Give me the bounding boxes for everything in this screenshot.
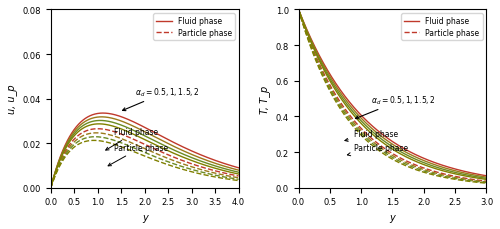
Legend: Fluid phase, Particle phase: Fluid phase, Particle phase bbox=[153, 14, 235, 41]
Text: Particle phase: Particle phase bbox=[348, 144, 408, 156]
Legend: Fluid phase, Particle phase: Fluid phase, Particle phase bbox=[401, 14, 482, 41]
Text: $\alpha_d = 0.5, 1, 1.5, 2$: $\alpha_d = 0.5, 1, 1.5, 2$ bbox=[356, 94, 436, 119]
Text: $\alpha_d = 0.5, 1, 1.5, 2$: $\alpha_d = 0.5, 1, 1.5, 2$ bbox=[122, 86, 200, 111]
Text: Fluid phase: Fluid phase bbox=[106, 128, 158, 150]
X-axis label: y: y bbox=[390, 212, 396, 222]
X-axis label: y: y bbox=[142, 212, 148, 222]
Text: Particle phase: Particle phase bbox=[108, 143, 168, 166]
Y-axis label: T, T_p: T, T_p bbox=[259, 85, 270, 113]
Y-axis label: u, u_p: u, u_p bbox=[7, 85, 17, 114]
Text: Fluid phase: Fluid phase bbox=[345, 129, 398, 142]
